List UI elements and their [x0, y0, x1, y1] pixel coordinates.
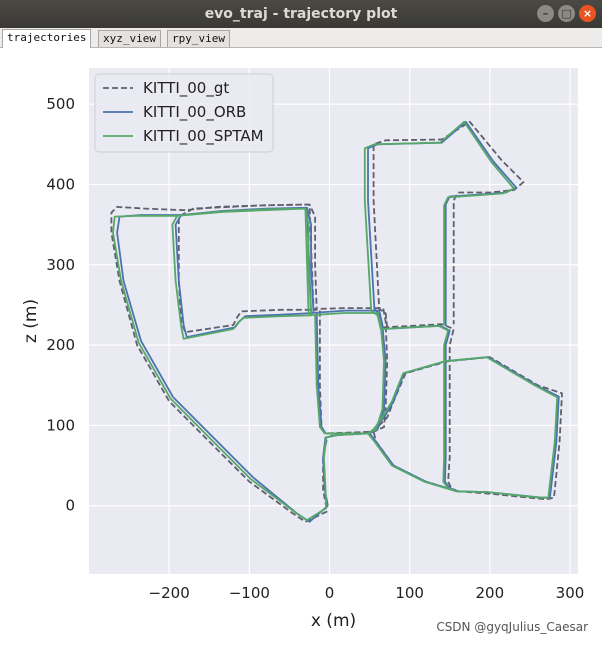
y-tick-label: 0 — [65, 497, 75, 515]
y-tick-label: 100 — [46, 416, 75, 434]
tab-trajectories[interactable]: trajectories — [2, 29, 92, 48]
maximize-icon[interactable]: □ — [558, 5, 575, 22]
legend-entry: KITTI_00_ORB — [143, 103, 246, 122]
series-line-kitti-00-sptam — [363, 120, 515, 330]
series-line-kitti-00-gt — [383, 323, 459, 493]
tab-xyz-view[interactable]: xyz_view — [98, 30, 161, 47]
series-line-kitti-00-sptam — [314, 314, 559, 499]
window-controls: – □ × — [537, 5, 596, 22]
plot-area[interactable]: −200 −100 0 100 200 300 0 100 200 300 400 500 x (m) z… — [0, 48, 602, 644]
y-tick-label: 500 — [46, 95, 75, 113]
x-tick-label: 300 — [556, 584, 585, 602]
x-tick-label: 100 — [395, 584, 424, 602]
y-axis-label: z (m) — [21, 299, 41, 343]
minimize-icon[interactable]: – — [537, 5, 554, 22]
window-titlebar: evo_traj - trajectory plot – □ × — [0, 0, 602, 28]
x-tick-label: −200 — [149, 584, 190, 602]
tab-rpy-view[interactable]: rpy_view — [167, 30, 230, 47]
series-line-kitti-00-sptam — [380, 324, 457, 493]
x-tick-label: 0 — [325, 584, 335, 602]
legend-entry: KITTI_00_SPTAM — [143, 127, 264, 146]
x-tick-label: −100 — [229, 584, 270, 602]
tab-bar: trajectories xyz_view rpy_view — [0, 28, 602, 48]
series-line-kitti-00-sptam — [112, 207, 385, 522]
y-tick-label: 400 — [46, 175, 75, 193]
legend-box — [94, 73, 274, 153]
x-axis-label: x (m) — [311, 611, 356, 631]
close-icon[interactable]: × — [579, 5, 596, 22]
series-line-kitti-00-gt — [110, 203, 389, 523]
series-line-kitti-00-orb — [367, 120, 518, 330]
window-title: evo_traj - trajectory plot — [204, 6, 398, 22]
trajectory-chart: −200 −100 0 100 200 300 0 100 200 300 400 500 x (m) z… — [21, 68, 585, 631]
y-tick-label: 200 — [46, 336, 75, 354]
x-tick-label: 200 — [475, 584, 504, 602]
legend-entry: KITTI_00_gt — [143, 79, 229, 98]
y-tick-label: 300 — [46, 256, 75, 274]
watermark: CSDN @gyqJulius_Caesar — [436, 620, 588, 634]
